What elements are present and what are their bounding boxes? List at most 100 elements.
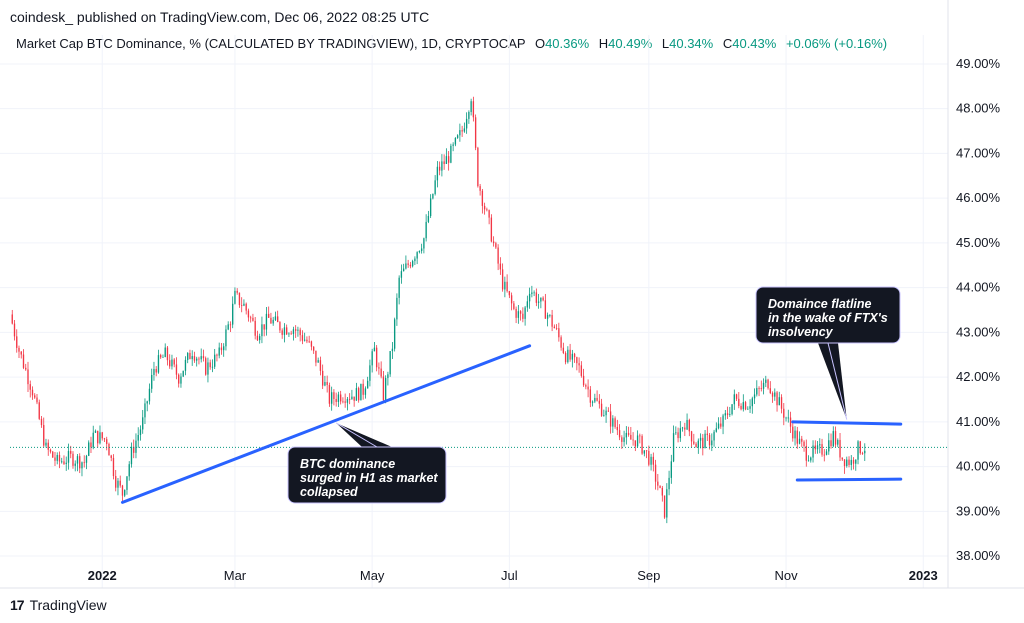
candle-body [567, 349, 569, 363]
candle-body [279, 322, 281, 331]
candle-body [821, 444, 823, 455]
candle-body [857, 441, 859, 460]
candle-body [330, 392, 333, 404]
candle-body [810, 457, 812, 461]
candle-body [472, 101, 475, 118]
candle-body [695, 443, 697, 448]
candle-body [135, 440, 137, 453]
candle-body [238, 292, 241, 306]
candle-body [110, 455, 112, 458]
candle-body [103, 438, 106, 440]
candle-body [513, 303, 515, 309]
candle-body [259, 336, 261, 341]
candle-body [76, 456, 79, 464]
candle-body [384, 378, 387, 401]
candle-body [126, 476, 128, 490]
candle-body [562, 347, 565, 353]
candle-body [812, 445, 814, 458]
candle-body [225, 329, 227, 347]
candle-body [765, 379, 767, 383]
candle-body [463, 128, 466, 132]
candle-body [848, 459, 850, 465]
candle-body [814, 445, 816, 450]
candle-body [29, 384, 31, 390]
tradingview-logo-icon: 17 [10, 597, 25, 613]
candle-body [272, 319, 274, 324]
candle-body [321, 370, 324, 386]
candle-body [56, 454, 58, 461]
candle-body [169, 360, 171, 367]
candle-body [119, 480, 121, 486]
candle-body [326, 382, 328, 386]
candle-body [382, 376, 385, 401]
candle-body [396, 297, 398, 320]
x-tick-label: Sep [637, 568, 660, 583]
candle-body [465, 118, 468, 129]
x-tick-label: Nov [774, 568, 798, 583]
candle-body [470, 101, 472, 112]
candle-body [632, 439, 634, 441]
candle-body [391, 348, 394, 352]
candle-body [679, 428, 681, 439]
candle-body [830, 440, 832, 447]
candle-body [510, 295, 513, 304]
symbol-legend: Market Cap BTC Dominance, % (CALCULATED … [16, 36, 887, 51]
candle-body [594, 397, 596, 402]
candle-body [729, 414, 731, 415]
candle-body [855, 459, 857, 464]
candle-body [18, 347, 20, 352]
candle-body [715, 428, 717, 432]
callout-ftx-pointer [818, 343, 847, 420]
tradingview-logo[interactable]: 17 TradingView [10, 597, 107, 613]
candle-body [677, 432, 679, 439]
high-label: H [598, 36, 609, 51]
candle-body [767, 379, 769, 389]
candle-body [553, 326, 556, 329]
candle-body [438, 166, 441, 171]
callout-ftx-text-line: Domaince flatline [768, 297, 872, 311]
candle-body [364, 388, 367, 395]
candle-body [133, 446, 135, 453]
candle-body [713, 431, 715, 441]
candle-body [250, 317, 252, 319]
candle-body [564, 352, 567, 363]
candle-body [99, 432, 101, 444]
candle-body [555, 328, 558, 329]
candle-body [351, 396, 353, 400]
candle-body [268, 313, 270, 318]
candle-body [454, 137, 457, 145]
low-label: L [661, 36, 670, 51]
candle-body [106, 439, 108, 444]
candle-body [193, 356, 196, 361]
candle-body [139, 429, 142, 436]
candle-body [232, 303, 234, 325]
candle-body [160, 355, 162, 358]
candle-body [443, 161, 445, 164]
candle-body [859, 441, 861, 454]
candle-body [308, 341, 310, 343]
candle-body [542, 297, 544, 301]
candle-body [740, 405, 742, 410]
candle-body [236, 290, 238, 293]
candle-body [751, 398, 753, 407]
candle-body [537, 301, 540, 303]
candle-body [796, 430, 798, 444]
candle-body [61, 461, 63, 463]
candle-body [630, 434, 632, 440]
candle-body [400, 271, 403, 278]
candle-body [13, 323, 16, 337]
candle-body [645, 450, 648, 452]
candle-body [182, 370, 184, 377]
candle-body [178, 374, 180, 384]
tradingview-brand: TradingView [29, 597, 107, 613]
y-tick-label: 46.00% [956, 190, 1001, 205]
candle-body [735, 394, 738, 399]
candle-body [402, 268, 405, 272]
candle-body [371, 351, 373, 366]
callout-ftx-pointer-edge [827, 342, 848, 420]
candle-body [425, 221, 427, 239]
candle-body [686, 419, 688, 430]
candle-body [277, 316, 279, 323]
